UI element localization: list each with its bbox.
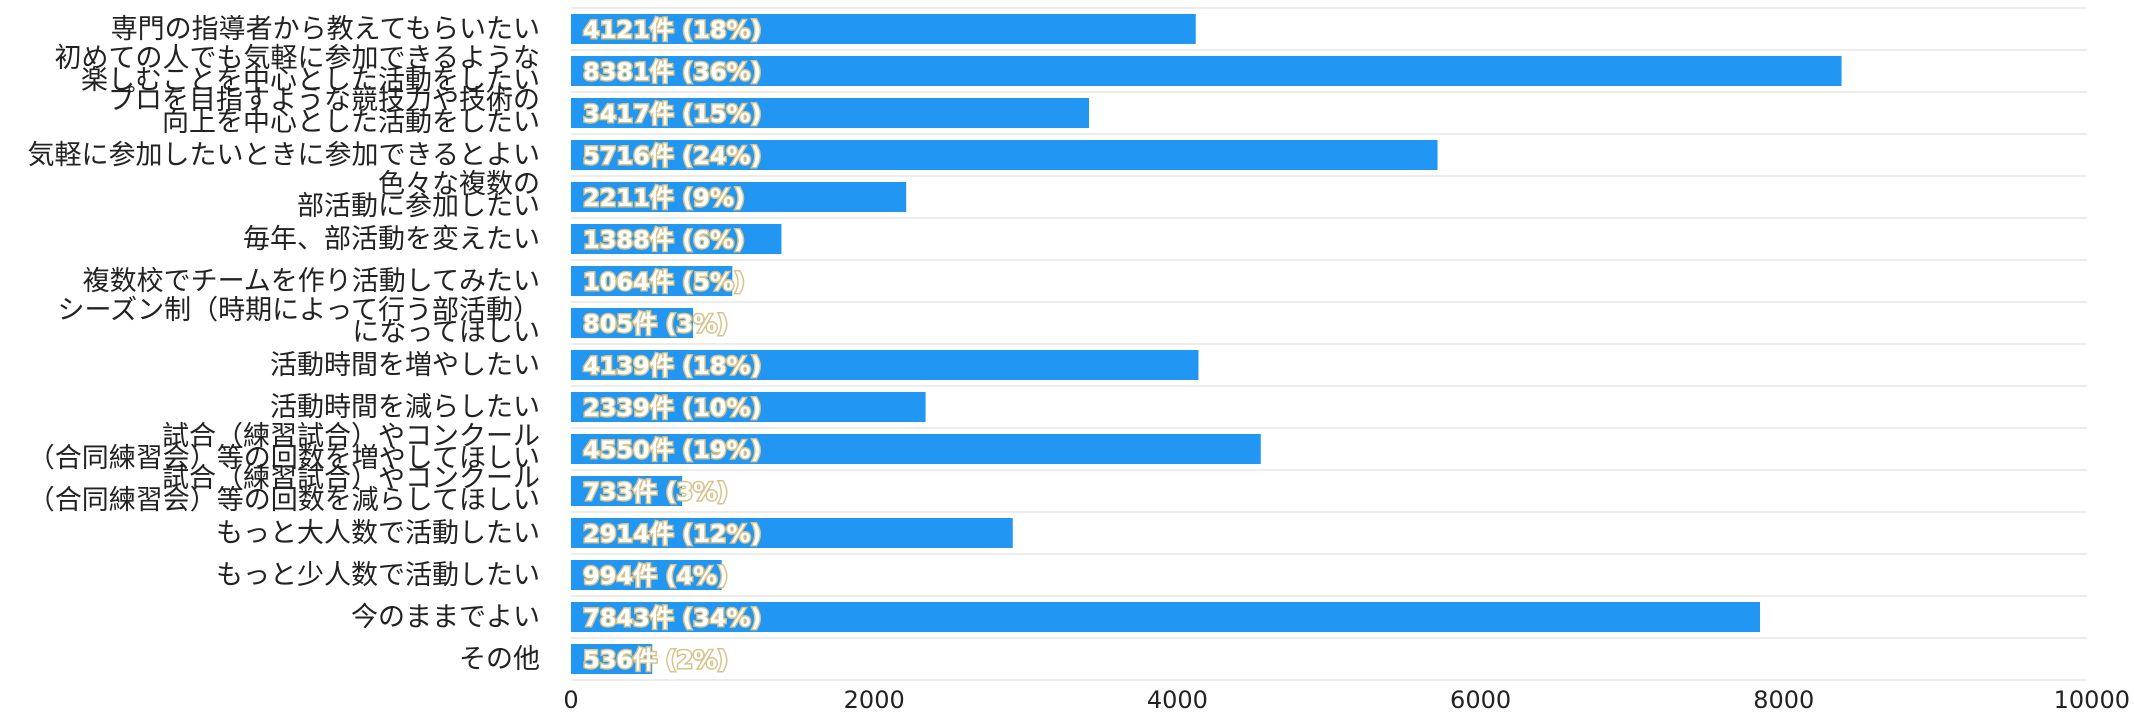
bar <box>571 266 733 296</box>
data-label: 733件 (3%) <box>583 478 728 506</box>
bars <box>571 14 1842 674</box>
category-label: 今のままでよい <box>351 602 540 633</box>
category-label-line: 部活動に参加したい <box>297 191 540 222</box>
category-label: 専門の指導者から教えてもらいたい <box>111 14 540 45</box>
bar <box>571 182 907 212</box>
category-label-line: （合同練習会）等の回数を減らしてほしい <box>28 485 540 516</box>
category-label: 試合（練習試合）やコンクール（合同練習会）等の回数を増やしてほしい <box>28 421 540 474</box>
bar <box>571 224 782 254</box>
bar <box>571 56 1842 86</box>
bar <box>571 518 1013 548</box>
data-label: 3417件 (15%) <box>583 100 762 128</box>
data-label: 4121件 (18%) <box>583 16 762 44</box>
category-label: 活動時間を減らしたい <box>270 392 540 423</box>
category-label-line: 向上を中心とした活動をしたい <box>162 107 540 138</box>
data-label: 1064件 (5%) <box>583 268 745 296</box>
bar <box>571 140 1438 170</box>
category-labels: 専門の指導者から教えてもらいたい初めての人でも気軽に参加できるような楽しむことを… <box>28 14 540 675</box>
category-label-line: （合同練習会）等の回数を増やしてほしい <box>28 443 540 474</box>
x-tick-label: 10000 <box>2054 686 2130 714</box>
category-label: 色々な複数の部活動に参加したい <box>297 169 540 222</box>
category-label: 毎年、部活動を変えたい <box>243 224 540 255</box>
category-label: もっと少人数で活動したい <box>216 560 540 591</box>
category-label: 試合（練習試合）やコンクール（合同練習会）等の回数を減らしてほしい <box>28 463 540 516</box>
bar <box>571 434 1261 464</box>
data-label: 536件 (2%) <box>583 646 728 674</box>
data-label: 2914件 (12%) <box>583 520 762 548</box>
bar <box>571 308 694 338</box>
data-label: 1388件 (6%) <box>583 226 745 254</box>
data-label: 2339件 (10%) <box>583 394 762 422</box>
category-label: シーズン制（時期によって行う部活動）になってほしい <box>58 295 541 348</box>
category-label-line: 初めての人でも気軽に参加できるような <box>55 43 540 74</box>
data-label: 8381件 (36%) <box>583 58 762 86</box>
data-label: 994件 (4%) <box>583 562 728 590</box>
x-tick-label: 2000 <box>844 686 905 714</box>
category-label-line: 試合（練習試合）やコンクール <box>162 421 540 452</box>
data-label: 5716件 (24%) <box>583 142 762 170</box>
bar <box>571 392 926 422</box>
bar <box>571 560 722 590</box>
category-label-line: シーズン制（時期によって行う部活動） <box>58 295 541 326</box>
data-label: 4550件 (19%) <box>583 436 762 464</box>
x-tick-labels: 0 2000 4000 6000 8000 10000 <box>563 686 2130 714</box>
category-label-line: 試合（練習試合）やコンクール <box>162 463 540 494</box>
bar <box>571 602 1760 632</box>
bar <box>571 98 1090 128</box>
data-labels: 4121件 (18%) 8381件 (36%) 3417件 (15%) 5716件 (… <box>582 15 764 676</box>
x-tick-label: 8000 <box>1753 686 1814 714</box>
x-tick-label: 0 <box>563 686 578 714</box>
x-tick-label: 6000 <box>1450 686 1511 714</box>
bar <box>571 644 653 674</box>
bar <box>571 14 1196 44</box>
category-label-line: になってほしい <box>352 317 540 348</box>
category-label: 活動時間を増やしたい <box>270 350 540 381</box>
grid-lines <box>571 7 2087 681</box>
category-label-line: 楽しむことを中心とした活動をしたい <box>81 65 540 96</box>
category-label: 初めての人でも気軽に参加できるような楽しむことを中心とした活動をしたい <box>55 43 540 96</box>
category-label-line: 色々な複数の <box>378 169 540 200</box>
data-label: 7843件 (34%) <box>583 604 762 632</box>
bar <box>571 350 1199 380</box>
data-label: 4139件 (18%) <box>583 352 762 380</box>
category-label: 複数校でチームを作り活動してみたい <box>83 266 540 297</box>
data-label: 2211件 (9%) <box>583 184 745 212</box>
category-label: もっと大人数で活動したい <box>216 518 540 549</box>
category-label: その他 <box>459 644 540 675</box>
x-tick-label: 4000 <box>1147 686 1208 714</box>
category-label: 気軽に参加したいときに参加できるとよい <box>28 140 540 171</box>
category-label: プロを目指すような競技力や技術の向上を中心とした活動をしたい <box>108 85 540 138</box>
bar <box>571 476 683 506</box>
category-label-line: プロを目指すような競技力や技術の <box>108 85 540 116</box>
data-label: 805件 (3%) <box>583 310 728 338</box>
